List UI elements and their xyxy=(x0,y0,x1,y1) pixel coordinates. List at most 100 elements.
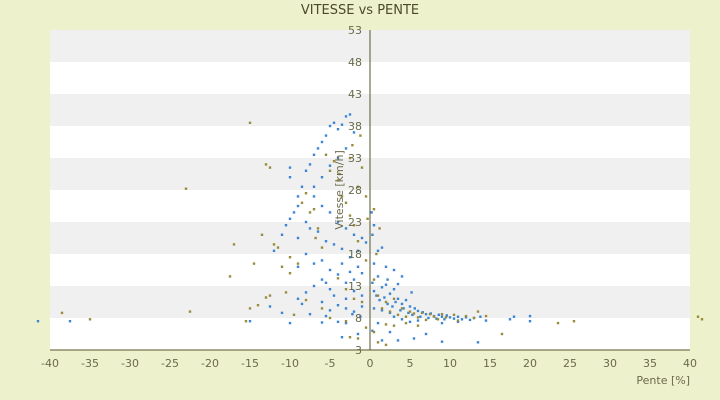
data-point-blue xyxy=(408,305,412,308)
data-point-blue xyxy=(348,256,352,259)
x-tick-label: -20 xyxy=(201,357,219,370)
data-point-olive xyxy=(356,185,360,188)
data-point-blue xyxy=(308,227,312,230)
data-point-olive xyxy=(700,318,704,321)
data-point-blue xyxy=(392,288,396,291)
data-point-olive xyxy=(60,311,64,315)
data-point-blue xyxy=(296,236,300,240)
x-tick-label: -30 xyxy=(121,357,139,370)
data-point-blue xyxy=(288,166,292,169)
data-point-blue xyxy=(408,320,412,324)
data-point-olive xyxy=(392,297,396,300)
data-point-blue xyxy=(394,300,397,304)
data-point-blue xyxy=(340,247,344,251)
data-point-olive xyxy=(364,195,368,198)
data-point-blue xyxy=(440,340,444,343)
data-point-olive xyxy=(404,321,408,325)
data-point-olive xyxy=(264,163,268,166)
data-point-blue xyxy=(356,249,360,252)
x-tick-label: 35 xyxy=(643,357,657,370)
data-point-blue xyxy=(375,294,378,297)
data-point-blue xyxy=(407,311,410,315)
data-point-blue xyxy=(328,288,332,291)
data-point-blue xyxy=(396,297,400,300)
data-point-olive xyxy=(324,153,328,156)
data-point-olive xyxy=(556,321,560,325)
data-point-blue xyxy=(332,294,336,297)
x-tick-label: -15 xyxy=(241,357,259,370)
data-point-olive xyxy=(248,307,252,310)
data-point-blue xyxy=(427,316,430,320)
data-point-blue xyxy=(380,309,384,312)
data-point-blue xyxy=(308,312,312,316)
data-point-blue xyxy=(399,309,402,312)
y-tick-label: 43 xyxy=(348,88,362,101)
data-point-blue xyxy=(396,339,400,342)
data-point-blue xyxy=(371,233,374,236)
data-point-blue xyxy=(416,319,420,322)
data-point-blue xyxy=(248,320,252,323)
x-tick-label: -35 xyxy=(81,357,99,370)
data-point-blue xyxy=(384,265,388,268)
data-point-olive xyxy=(320,307,324,310)
data-point-olive xyxy=(276,246,280,249)
data-point-blue xyxy=(412,337,416,340)
data-point-blue xyxy=(372,289,376,293)
data-point-blue xyxy=(328,309,332,312)
data-point-olive xyxy=(308,211,312,214)
x-axis-label: Pente [%] xyxy=(636,374,690,387)
data-point-olive xyxy=(359,134,362,137)
data-points xyxy=(36,113,704,347)
data-point-blue xyxy=(410,291,413,294)
data-point-blue xyxy=(437,313,440,316)
data-point-blue xyxy=(336,156,340,160)
data-point-olive xyxy=(384,323,388,326)
x-tick-label: 25 xyxy=(563,357,577,370)
data-point-blue xyxy=(364,241,368,244)
data-point-olive xyxy=(388,310,392,313)
data-point-olive xyxy=(372,278,376,281)
data-point-blue xyxy=(36,320,40,323)
data-point-blue xyxy=(479,315,482,318)
data-point-blue xyxy=(460,318,464,321)
data-point-blue xyxy=(312,185,316,188)
y-tick-label: 13 xyxy=(348,280,362,293)
data-point-olive xyxy=(351,144,354,147)
data-point-blue xyxy=(328,164,332,167)
data-point-blue xyxy=(508,318,512,321)
data-point-blue xyxy=(419,315,422,318)
data-point-blue xyxy=(359,315,362,318)
data-point-blue xyxy=(376,249,380,252)
data-point-blue xyxy=(378,298,381,302)
data-point-blue xyxy=(386,278,389,281)
data-point-blue xyxy=(352,131,356,134)
data-point-olive xyxy=(378,227,381,230)
data-point-olive xyxy=(360,166,364,169)
data-point-blue xyxy=(411,313,414,316)
data-point-blue xyxy=(391,305,394,308)
data-point-olive xyxy=(352,297,356,300)
data-point-blue xyxy=(304,220,308,224)
data-point-blue xyxy=(312,262,316,265)
data-point-blue xyxy=(360,305,364,308)
data-point-blue xyxy=(380,339,384,342)
data-point-olive xyxy=(300,201,304,204)
data-point-blue xyxy=(328,124,332,128)
y-tick-label: 38 xyxy=(348,120,362,133)
data-point-blue xyxy=(476,341,480,344)
data-point-olive xyxy=(376,341,380,344)
data-point-blue xyxy=(380,286,384,289)
data-point-olive xyxy=(416,324,420,327)
x-tick-label: 15 xyxy=(483,357,497,370)
y-axis-label: Vitesse [km/h] xyxy=(333,150,346,230)
data-point-blue xyxy=(316,230,320,233)
data-point-blue xyxy=(396,282,400,286)
data-point-blue xyxy=(352,289,356,293)
data-point-blue xyxy=(424,312,428,316)
data-point-blue xyxy=(332,121,336,124)
data-point-olive xyxy=(436,318,440,321)
y-tick-label: 28 xyxy=(348,184,362,197)
data-point-olive xyxy=(292,313,296,316)
data-point-olive xyxy=(244,320,248,323)
